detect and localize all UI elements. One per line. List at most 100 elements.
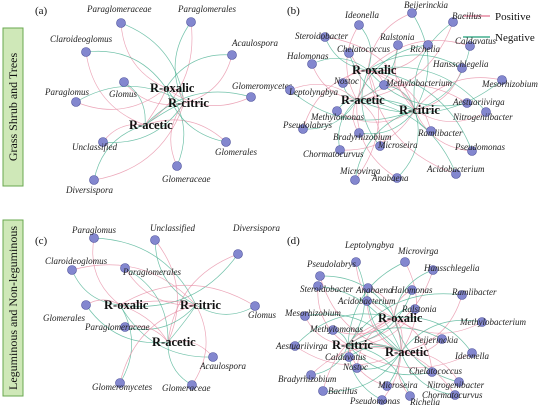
node-label: Aestuariivirga bbox=[452, 97, 505, 107]
hub-label: R-acetic bbox=[385, 345, 429, 359]
node-label: Paraglomerales bbox=[177, 4, 236, 14]
node-label: Pseudolabrys bbox=[282, 120, 332, 130]
node bbox=[233, 249, 243, 259]
edge bbox=[124, 267, 197, 306]
edge bbox=[393, 269, 434, 319]
node-label: Microseira bbox=[377, 380, 418, 390]
node-label: Anabaena bbox=[355, 285, 393, 295]
node bbox=[344, 48, 354, 58]
edge bbox=[289, 89, 416, 121]
edge bbox=[144, 21, 193, 126]
edge bbox=[119, 300, 197, 306]
node bbox=[318, 386, 328, 396]
legend-label: Positive bbox=[495, 11, 531, 23]
edge bbox=[322, 317, 395, 392]
edge bbox=[400, 351, 456, 396]
hub-label: R-oxalic bbox=[378, 311, 423, 325]
edge bbox=[354, 109, 416, 181]
node bbox=[457, 63, 467, 73]
node bbox=[332, 106, 342, 116]
node-label: Anabaena bbox=[371, 173, 409, 183]
node bbox=[382, 381, 392, 391]
node bbox=[172, 161, 182, 171]
edge bbox=[356, 21, 454, 101]
node bbox=[428, 265, 438, 275]
node-label: Claroideoglomus bbox=[50, 34, 113, 44]
edge bbox=[123, 81, 185, 105]
node-label: Paraglomerales bbox=[122, 267, 181, 277]
node-label: Ramlibacter bbox=[451, 287, 497, 297]
node-label: Methylobacterium bbox=[459, 317, 526, 327]
node-label: Bradyrhizobium bbox=[278, 374, 337, 384]
edge bbox=[322, 351, 402, 392]
edge bbox=[85, 304, 169, 344]
edge bbox=[92, 237, 121, 306]
edge bbox=[347, 343, 402, 353]
node-label: Paraglomeraceae bbox=[84, 322, 149, 332]
node bbox=[350, 175, 360, 185]
edge bbox=[165, 87, 252, 106]
edge bbox=[304, 313, 402, 353]
node-label: Glomerales bbox=[43, 313, 85, 323]
node-label: Nostoc bbox=[333, 76, 359, 86]
node bbox=[186, 17, 196, 27]
node bbox=[427, 367, 437, 377]
edge bbox=[367, 69, 473, 152]
edge bbox=[347, 317, 395, 346]
node-label: Methylomonas bbox=[310, 112, 364, 122]
node-label: Glomeraceae bbox=[162, 174, 210, 184]
node bbox=[375, 141, 385, 151]
edge bbox=[393, 316, 473, 354]
node bbox=[221, 137, 231, 147]
edge bbox=[144, 119, 227, 143]
node-label: Microvirga bbox=[397, 246, 439, 256]
node bbox=[119, 77, 129, 87]
edge bbox=[414, 109, 473, 152]
node-label: Acidobacterium bbox=[337, 296, 396, 306]
edge bbox=[304, 315, 349, 346]
hub-label: R-acetic bbox=[152, 335, 196, 349]
edge bbox=[367, 69, 457, 175]
node-label: Glomus bbox=[109, 89, 137, 99]
legend-label: Negative bbox=[495, 32, 535, 44]
edge bbox=[414, 109, 487, 122]
node bbox=[351, 257, 361, 267]
panel-label: (c) bbox=[35, 235, 48, 247]
node-label: Leptolyngbya bbox=[288, 87, 338, 97]
node-label: Aestuariivirga bbox=[275, 341, 328, 351]
edge bbox=[71, 269, 121, 306]
edge bbox=[381, 317, 402, 401]
edge bbox=[71, 264, 197, 306]
node bbox=[405, 391, 415, 401]
edge bbox=[367, 40, 471, 71]
node-label: Nitrogeniibacter bbox=[452, 112, 513, 122]
node-label: Richelia bbox=[409, 44, 440, 54]
edge bbox=[120, 22, 167, 89]
node-label: Paraglomus bbox=[44, 87, 90, 97]
node-label: Acidobacterium bbox=[426, 164, 485, 174]
edge bbox=[393, 317, 483, 334]
node bbox=[354, 20, 364, 30]
node bbox=[250, 301, 260, 311]
node bbox=[400, 257, 410, 267]
edge bbox=[347, 261, 406, 346]
node-label: Ramlibacter bbox=[417, 128, 463, 138]
node-label: Nitrogenibacter bbox=[426, 380, 485, 390]
edge bbox=[124, 304, 197, 330]
edge bbox=[413, 21, 454, 111]
node-label: Chelatococcus bbox=[409, 366, 462, 376]
edge bbox=[347, 344, 411, 397]
node-label: Glomus bbox=[248, 310, 276, 320]
edge bbox=[319, 275, 395, 319]
edge bbox=[356, 79, 503, 114]
edge bbox=[356, 99, 416, 111]
edge bbox=[356, 69, 369, 101]
node-label: Glomerales bbox=[215, 147, 257, 157]
node bbox=[454, 377, 464, 387]
node bbox=[338, 78, 348, 88]
node-label: Pseudolabrys bbox=[306, 259, 356, 269]
edge bbox=[347, 293, 463, 346]
node-label: Bacillus bbox=[452, 11, 482, 21]
node bbox=[465, 41, 475, 51]
edge bbox=[75, 87, 167, 110]
